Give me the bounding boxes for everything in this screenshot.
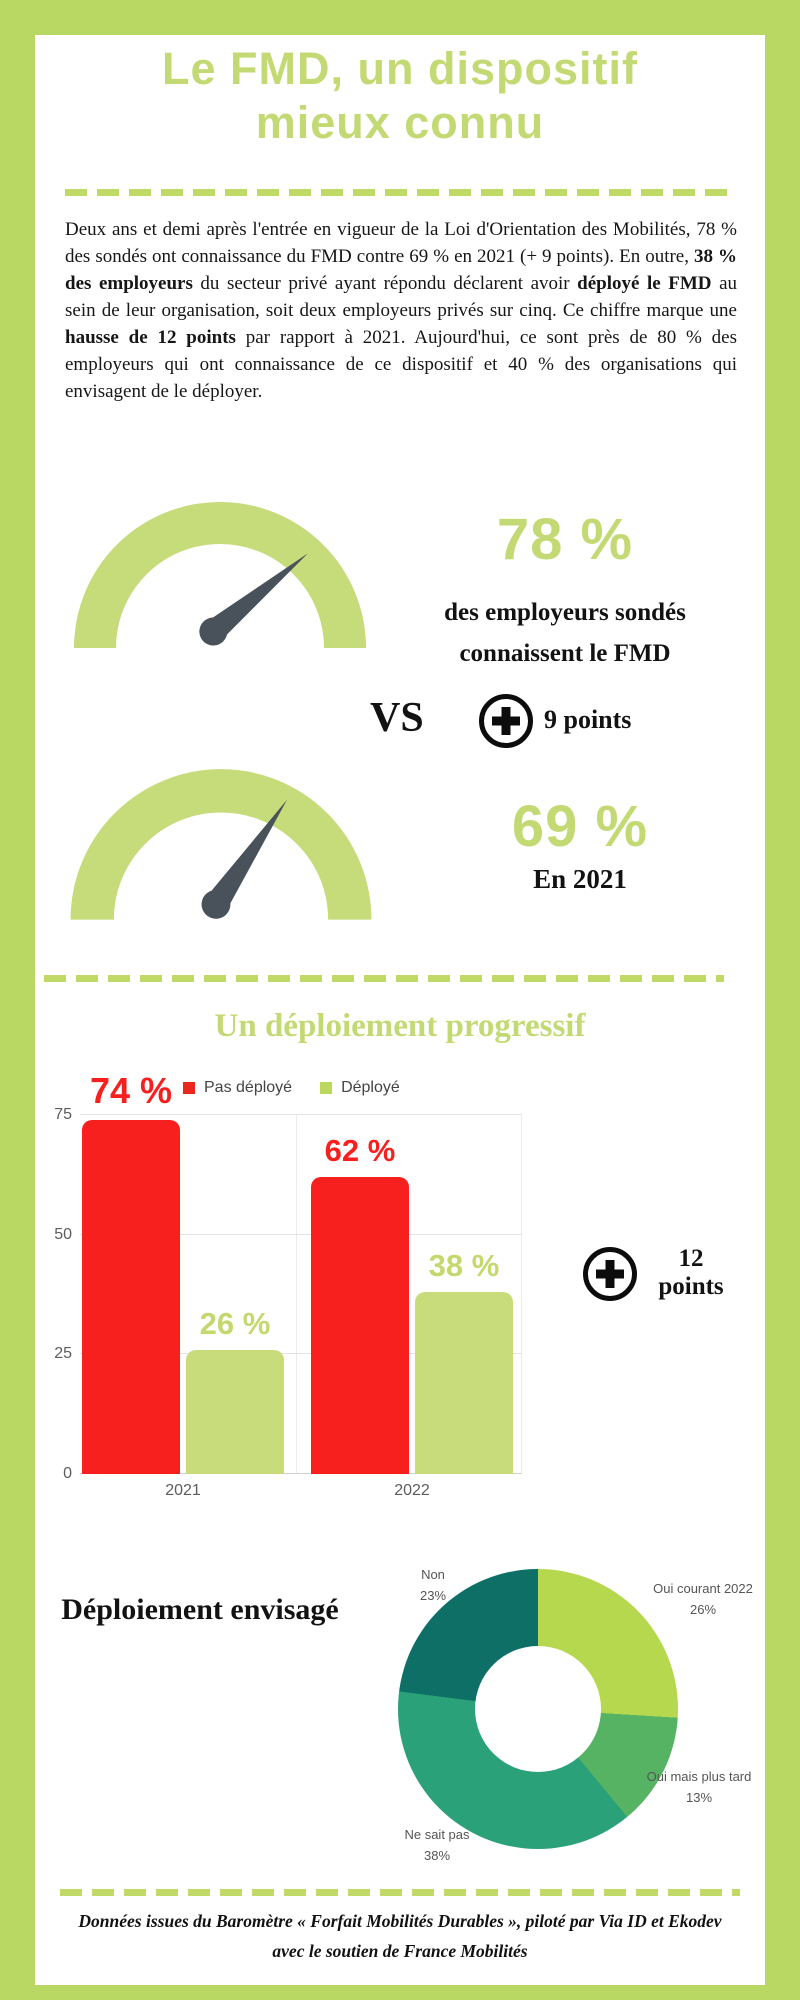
legend-label-deploye: Déployé <box>341 1079 400 1096</box>
bar-chart-plot: 74 % 62 % 26 % 38 % <box>80 1070 522 1474</box>
donut-chart <box>398 1569 678 1849</box>
bar-value-label: 26 % <box>199 1305 271 1341</box>
intro-bold-hausse: hausse de 12 points <box>65 327 236 348</box>
legend-item-pas-deploye: Pas déployé <box>183 1079 292 1097</box>
donut-label-non-pct: 23% <box>419 1588 447 1603</box>
donut-label-non: Non 23% <box>383 1564 483 1606</box>
donut-label-oui-courant: Oui courant 2022 26% <box>623 1578 783 1620</box>
page-title-line1: Le FMD, un dispositif <box>162 43 638 94</box>
plus-circle-icon-2 <box>583 1247 637 1301</box>
legend-swatch-red <box>183 1082 195 1094</box>
stat-78-caption-line2: connaissent le FMD <box>459 640 671 667</box>
y-tick-50: 50 <box>54 1226 72 1243</box>
x-tick-2022: 2022 <box>394 1482 430 1499</box>
footer-source: Données issues du Baromètre « Forfait Mo… <box>78 1911 722 1961</box>
legend-label-pas-deploye: Pas déployé <box>204 1079 293 1096</box>
gauge-chart-2021 <box>70 769 372 921</box>
dashed-separator-bottom <box>60 1889 740 1896</box>
y-tick-0: 0 <box>63 1465 72 1482</box>
page-title: Le FMD, un dispositif mieux connu <box>0 42 800 150</box>
bar-2022-pas-déployé <box>311 1177 409 1474</box>
donut-label-ne-sait-pas-pct: 38% <box>423 1848 451 1863</box>
stat-78-percent: 78 % <box>496 507 634 572</box>
legend-swatch-green <box>320 1082 333 1094</box>
x-axis-line <box>80 1473 522 1474</box>
bar-value-label: 74 % <box>89 1069 173 1111</box>
legend-item-deploye: Déployé <box>320 1079 400 1097</box>
gridline-50 <box>80 1233 522 1235</box>
donut-label-oui-plus-tard: Oui mais plus tard 13% <box>630 1766 768 1808</box>
donut-label-oui-plus-tard-name: Oui mais plus tard <box>646 1769 752 1784</box>
bar-chart-title: Un déploiement progressif <box>214 1008 586 1044</box>
gauge-arc <box>74 502 366 649</box>
intro-paragraph: Deux ans et demi après l'entrée en vigue… <box>65 216 737 405</box>
dashed-separator-middle <box>44 975 724 982</box>
stat-78-caption-line1: des employeurs sondés <box>444 599 686 626</box>
delta-12-line2: points <box>658 1273 724 1300</box>
gauge-needle <box>201 799 288 919</box>
y-tick-25: 25 <box>54 1345 72 1362</box>
bar-2022-déployé <box>415 1292 513 1474</box>
donut-label-oui-courant-pct: 26% <box>689 1602 717 1617</box>
gauge-arc <box>70 769 372 921</box>
plot-divider-line <box>296 1115 297 1474</box>
vs-label: VS <box>370 695 424 741</box>
donut-chart-title: Déploiement envisagé <box>61 1593 339 1626</box>
delta-9-points: 9 points <box>544 705 632 734</box>
stat-69-caption: En 2021 <box>533 864 627 894</box>
intro-text: du secteur privé ayant répondu déclarent… <box>192 273 578 294</box>
bar-2021-déployé <box>186 1349 284 1474</box>
stat-78-caption: des employeurs sondés connaissent le FMD <box>415 592 715 674</box>
donut-hole <box>475 1646 601 1772</box>
intro-bold-deploye: déployé le FMD <box>577 273 712 294</box>
donut-label-oui-plus-tard-pct: 13% <box>685 1790 713 1805</box>
plus-circle-icon <box>479 694 533 748</box>
donut-label-ne-sait-pas-name: Ne sait pas <box>404 1827 470 1842</box>
plot-right-edge-line <box>521 1115 522 1474</box>
page-title-line2: mieux connu <box>255 97 545 148</box>
gauge-chart-2022 <box>74 502 366 649</box>
intro-text: par rapport à 2021. Aujourd'hui, ce sont… <box>65 327 737 402</box>
y-tick-75: 75 <box>54 1106 72 1123</box>
intro-bold-38: 38 % des employeurs <box>65 246 737 294</box>
delta-12-line1: 12 <box>678 1245 704 1272</box>
bar-chart-legend: Pas déployé Déployé <box>183 1079 400 1097</box>
intro-text: au sein de leur organisation, soit deux … <box>65 273 737 321</box>
donut-label-non-name: Non <box>421 1567 445 1582</box>
dashed-separator-top <box>65 189 735 196</box>
gridline-75 <box>80 1114 522 1115</box>
gridline-25 <box>80 1353 522 1355</box>
gauge-needle <box>199 553 308 646</box>
bar-value-label: 38 % <box>428 1248 500 1284</box>
bar-value-label: 62 % <box>324 1133 396 1169</box>
bar-2021-pas-déployé <box>82 1119 180 1474</box>
donut-label-ne-sait-pas: Ne sait pas 38% <box>377 1824 497 1866</box>
intro-text: Deux ans et demi après l'entrée en vigue… <box>65 219 737 267</box>
delta-12-points: 12 points <box>645 1245 737 1301</box>
donut-label-oui-courant-name: Oui courant 2022 <box>653 1581 753 1596</box>
x-tick-2021: 2021 <box>165 1482 201 1499</box>
stat-69-percent: 69 % <box>511 794 649 859</box>
